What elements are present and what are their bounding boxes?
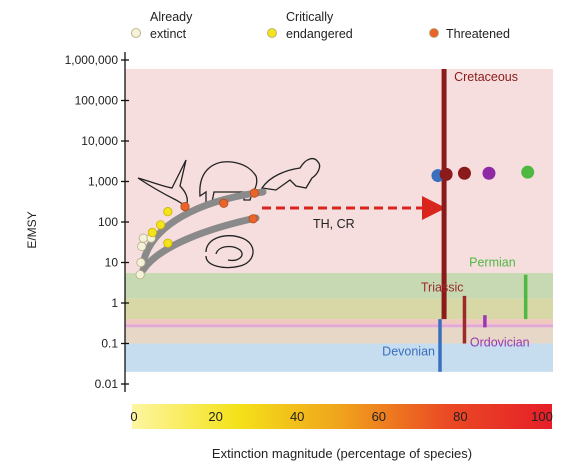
elephant-illustration	[199, 161, 258, 203]
x-tick-label: 40	[290, 409, 304, 424]
x-tick-label: 80	[453, 409, 467, 424]
background-bands	[125, 68, 553, 372]
y-tick-label: 1	[111, 296, 118, 310]
mass-extinction-point	[521, 165, 535, 179]
frog-illustration	[260, 157, 321, 191]
x-tick-label: 100	[531, 409, 553, 424]
trend-curves	[139, 188, 267, 274]
point-threatened	[180, 202, 190, 212]
point-already-extinct	[136, 257, 146, 268]
background-band	[125, 319, 553, 325]
x-tick-labels: 0 20 40 60 80 100	[130, 409, 552, 424]
mass-extinction-label-cretaceous: Cretaceous	[454, 70, 518, 84]
point-threatened	[219, 198, 229, 208]
background-band	[125, 298, 553, 320]
axes: 1,000,000 100,000 10,000 1,000 100 10 1 0.1 0.01	[65, 52, 129, 392]
legend-label: Critically	[286, 10, 334, 24]
y-tick-label: 1,000,000	[65, 53, 119, 67]
y-tick-label: 100,000	[75, 94, 119, 108]
mass-extinction-label-permian: Permian	[469, 255, 516, 269]
point-already-extinct	[137, 241, 147, 251]
mass-extinction-label-triassic: Triassic	[421, 281, 464, 295]
y-tick-label: 10	[105, 256, 119, 270]
legend-label: Threatened	[446, 27, 510, 41]
point-threatened	[249, 188, 259, 198]
y-tick-label: 0.01	[95, 377, 119, 391]
x-tick-label: 20	[208, 409, 222, 424]
legend-label: Already	[150, 10, 193, 24]
background-band	[125, 324, 553, 328]
background-band	[125, 343, 553, 372]
background-band	[125, 327, 553, 344]
mass-extinction-label-ordovician: Ordovician	[470, 335, 530, 349]
bird-illustration	[137, 159, 188, 207]
legend-marker	[267, 28, 277, 38]
legend-label: endangered	[286, 27, 353, 41]
point-already-extinct	[138, 233, 148, 243]
point-critically-endangered	[155, 220, 166, 230]
mass-extinction-label-devonian: Devonian	[382, 345, 435, 359]
point-threatened	[248, 214, 258, 224]
animal-illustrations	[137, 157, 321, 269]
point-critically-endangered	[147, 227, 157, 238]
y-tick-label: 1,000	[88, 175, 118, 189]
annotation-label: TH, CR	[313, 217, 355, 231]
x-tick-label: 60	[372, 409, 386, 424]
x-axis-label: Extinction magnitude (percentage of spec…	[212, 446, 472, 461]
point-critically-endangered	[163, 207, 173, 217]
y-tick-label: 100	[98, 215, 118, 229]
legend-marker	[131, 28, 141, 38]
mass-extinction-point	[457, 166, 471, 180]
legend: Already extinct Critically endangered Threat…	[131, 10, 510, 41]
y-tick-label: 0.1	[101, 337, 118, 351]
magnitude-colorbar	[132, 404, 552, 429]
mass-extinction-point	[439, 167, 453, 181]
background-band	[125, 273, 553, 299]
mass-extinction-point	[482, 166, 496, 180]
mass-extinctions: Cretaceous Permian Triassic Ordovician Devon…	[382, 68, 535, 372]
point-critically-endangered	[163, 238, 173, 248]
legend-marker	[429, 28, 439, 38]
y-axis-label: E/MSY	[25, 211, 39, 248]
x-tick-label: 0	[130, 409, 137, 424]
data-points	[135, 188, 259, 280]
point-already-extinct	[135, 270, 145, 280]
snake-illustration	[205, 235, 254, 269]
y-tick-label: 10,000	[81, 134, 118, 148]
legend-label: extinct	[150, 27, 187, 41]
